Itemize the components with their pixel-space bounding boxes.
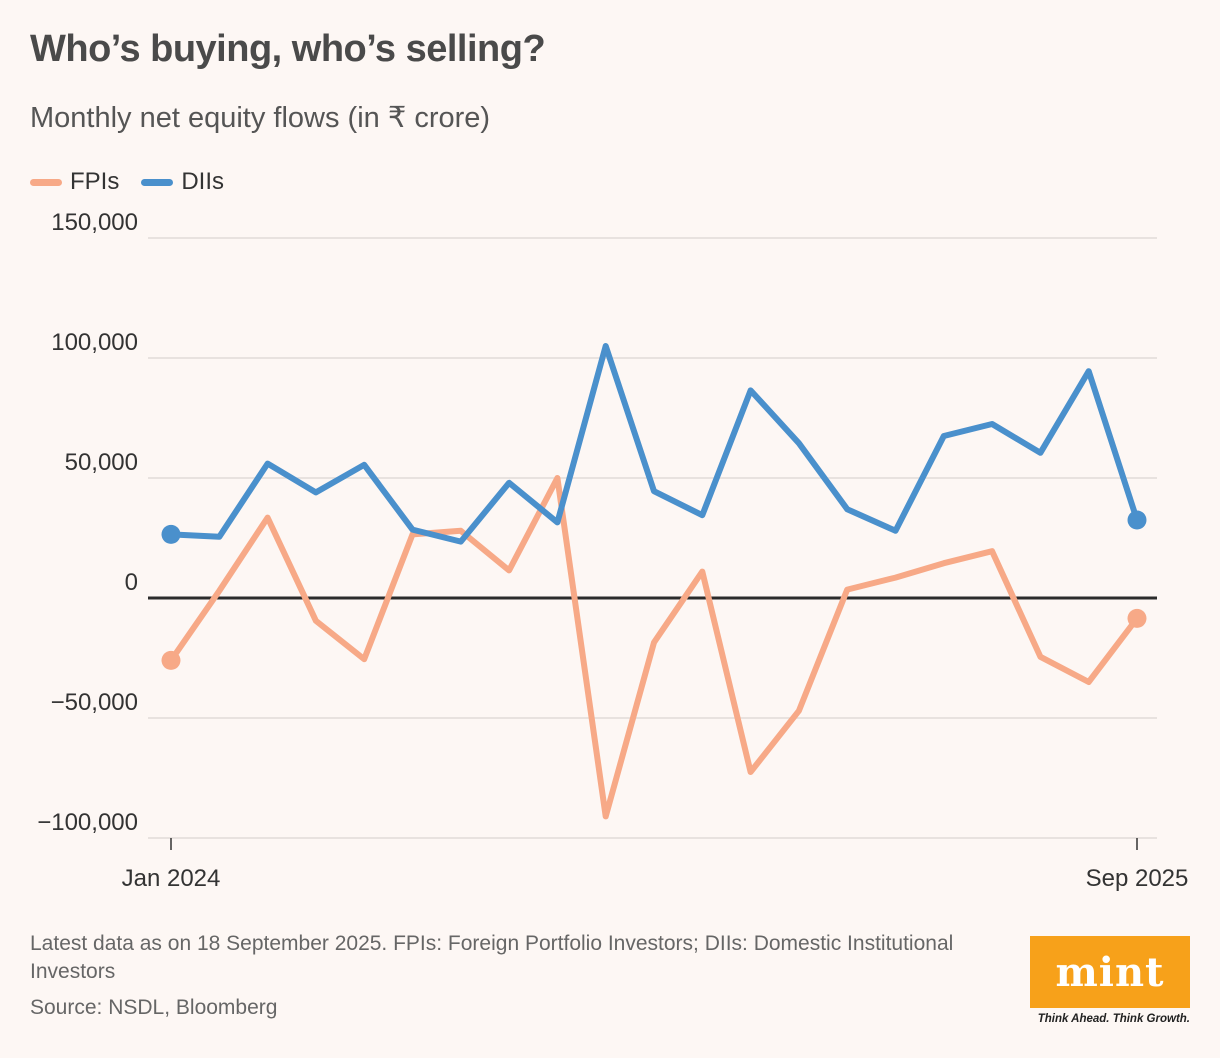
- point-fpis-start: [161, 650, 181, 670]
- y-tick-label: −100,000: [37, 809, 138, 836]
- legend-item-fpis: FPIs: [30, 168, 119, 196]
- logo-tagline: Think Ahead. Think Growth.: [1037, 1013, 1190, 1025]
- point-fpis-end: [1127, 608, 1147, 628]
- y-tick-label: 100,000: [51, 329, 138, 356]
- mint-logo: mint: [1030, 936, 1190, 1008]
- chart-subtitle: Monthly net equity flows (in ₹ crore): [30, 102, 491, 134]
- series-line-fpis: [168, 475, 1140, 820]
- footnote: Latest data as on 18 September 2025. FPI…: [30, 932, 954, 983]
- chart-title: Who’s buying, who’s selling?: [30, 28, 546, 70]
- x-tick-label: Sep 2025: [1086, 865, 1189, 892]
- legend-swatch-fpis: [30, 178, 62, 186]
- x-tick-label: Jan 2024: [122, 865, 221, 892]
- point-diis-start: [161, 524, 181, 544]
- legend-item-diis: DIIs: [141, 168, 224, 196]
- y-tick-label: 0: [125, 569, 138, 596]
- y-tick-label: 50,000: [65, 449, 138, 476]
- legend-label-diis: DIIs: [181, 168, 225, 195]
- legend: FPIs DIIs: [30, 168, 246, 196]
- point-diis-end: [1127, 510, 1147, 530]
- legend-swatch-diis: [141, 178, 174, 186]
- y-tick-label: 150,000: [51, 209, 138, 236]
- line-chart: 150,000 100,000 50,000 0 −50,000 −100,000 Jan …: [37, 209, 1189, 892]
- source-note: Source: NSDL, Bloomberg: [30, 996, 278, 1019]
- legend-label-fpis: FPIs: [70, 168, 120, 195]
- y-tick-label: −50,000: [51, 689, 138, 716]
- series-line-diis: [168, 343, 1140, 545]
